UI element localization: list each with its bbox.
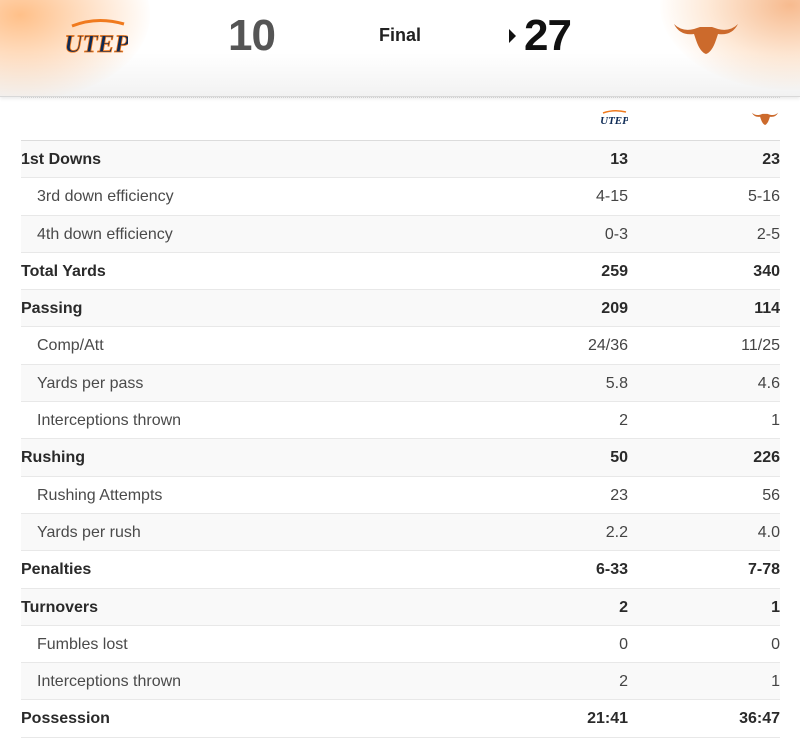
stat-value-home: 226 <box>753 449 780 467</box>
stat-value-home: 11/25 <box>741 337 780 355</box>
stat-value-home: 4.6 <box>757 374 780 392</box>
utep-column-logo: UTEP <box>600 108 629 128</box>
stat-label: Penalties <box>21 561 92 579</box>
winner-arrow-icon <box>509 29 516 43</box>
stat-label: 1st Downs <box>21 151 102 168</box>
stat-value-away: 2.2 <box>605 523 628 541</box>
stat-label: Rushing <box>21 449 85 467</box>
stat-label: Interceptions thrown <box>37 412 182 430</box>
stat-label: Rushing Attempts <box>37 486 163 504</box>
stat-value-home: 1 <box>771 673 780 691</box>
stat-label: Possession <box>21 710 110 728</box>
stat-row: Interceptions thrown 2 1 <box>21 402 780 440</box>
stat-row: Possession 21:41 36:47 <box>21 700 780 738</box>
stat-row: Fumbles lost 0 0 <box>21 626 780 664</box>
stat-value-home: 4.0 <box>757 523 780 541</box>
game-status: Final <box>379 25 422 45</box>
stat-label: Comp/Att <box>37 337 104 355</box>
stat-row: 4th down efficiency 0-3 2-5 <box>21 215 780 253</box>
stat-value-away: 24/36 <box>587 337 628 355</box>
stat-row: Rushing Attempts 23 56 <box>21 477 780 514</box>
stat-value-away: 50 <box>610 449 628 467</box>
stat-value-home: 36:47 <box>739 710 780 728</box>
stat-row: Yards per rush 2.2 4.0 <box>21 513 780 552</box>
stat-value-away: 21:41 <box>587 710 628 728</box>
away-score: 10 <box>228 11 276 60</box>
stat-row: Rushing 50 226 <box>21 439 780 477</box>
stat-value-away: 6-33 <box>595 561 628 579</box>
stat-value-away: 13 <box>610 151 628 168</box>
stat-row: Comp/Att 24/36 11/25 <box>21 327 780 365</box>
stat-label: Interceptions thrown <box>37 673 182 691</box>
stat-value-away: 0-3 <box>604 225 628 243</box>
longhorn-small-icon <box>751 112 779 125</box>
stat-value-home: 56 <box>762 486 780 504</box>
stat-value-away: 259 <box>601 262 628 280</box>
stat-label: Passing <box>21 300 83 318</box>
scoreboard-header: UTEP 10 Final 27 <box>0 0 800 97</box>
stat-value-away: 0 <box>619 635 628 653</box>
stat-row: Interceptions thrown 2 1 <box>21 663 780 701</box>
stat-label: 4th down efficiency <box>37 225 173 243</box>
stat-row: Yards per pass 5.8 4.6 <box>21 364 780 403</box>
team-stats-header: UTEP <box>21 98 780 141</box>
utep-logo-icon: UTEP <box>64 19 131 58</box>
stat-value-home: 340 <box>753 262 780 280</box>
stat-value-home: 1 <box>771 412 780 430</box>
stat-value-away: 23 <box>610 486 628 504</box>
utep-small-logo-icon: UTEP <box>600 109 629 127</box>
utep-small-logo-text: UTEP <box>601 115 628 127</box>
stat-row: 1st Downs 13 23 <box>21 141 780 179</box>
team-stats-table: UTEP 1st Downs 13 23 3rd down efficiency 4-1… <box>21 98 780 738</box>
stat-row: Turnovers 2 1 <box>21 588 780 626</box>
stat-label: Yards per rush <box>37 523 141 541</box>
stat-label: Fumbles lost <box>37 635 128 653</box>
team-stats-rows: 1st Downs 13 23 3rd down efficiency 4-15 5-16… <box>21 141 780 738</box>
stat-row: 3rd down efficiency 4-15 5-16 <box>21 178 780 216</box>
stat-value-away: 209 <box>601 300 628 318</box>
stat-row: Total Yards 259 340 <box>21 253 780 291</box>
stat-value-away: 5.8 <box>605 374 628 392</box>
stat-value-away: 2 <box>619 673 628 691</box>
stat-value-home: 7-78 <box>747 561 780 579</box>
stat-label: 3rd down efficiency <box>37 188 174 206</box>
texas-column-logo <box>751 110 779 126</box>
stat-value-home: 2-5 <box>756 225 780 243</box>
utep-logo[interactable]: UTEP <box>64 14 131 60</box>
stat-value-home: 1 <box>771 598 780 616</box>
stat-label: Yards per pass <box>37 374 144 392</box>
stat-value-away: 2 <box>619 598 628 616</box>
stat-value-home: 114 <box>754 300 780 318</box>
stat-label: Total Yards <box>21 262 106 280</box>
stat-row: Passing 209 114 <box>21 290 780 328</box>
header-divider <box>21 97 780 98</box>
stat-value-away: 4-15 <box>595 188 628 206</box>
stat-row: Penalties 6-33 7-78 <box>21 551 780 589</box>
stat-value-away: 2 <box>619 412 628 430</box>
texas-longhorn-logo[interactable] <box>672 18 740 56</box>
stat-value-home: 23 <box>762 151 780 168</box>
home-score: 27 <box>524 11 572 60</box>
stat-value-home: 0 <box>771 635 780 653</box>
longhorn-icon <box>674 24 738 54</box>
utep-logo-text: UTEP <box>66 31 128 58</box>
stat-value-home: 5-16 <box>747 188 780 206</box>
stat-label: Turnovers <box>21 598 99 616</box>
